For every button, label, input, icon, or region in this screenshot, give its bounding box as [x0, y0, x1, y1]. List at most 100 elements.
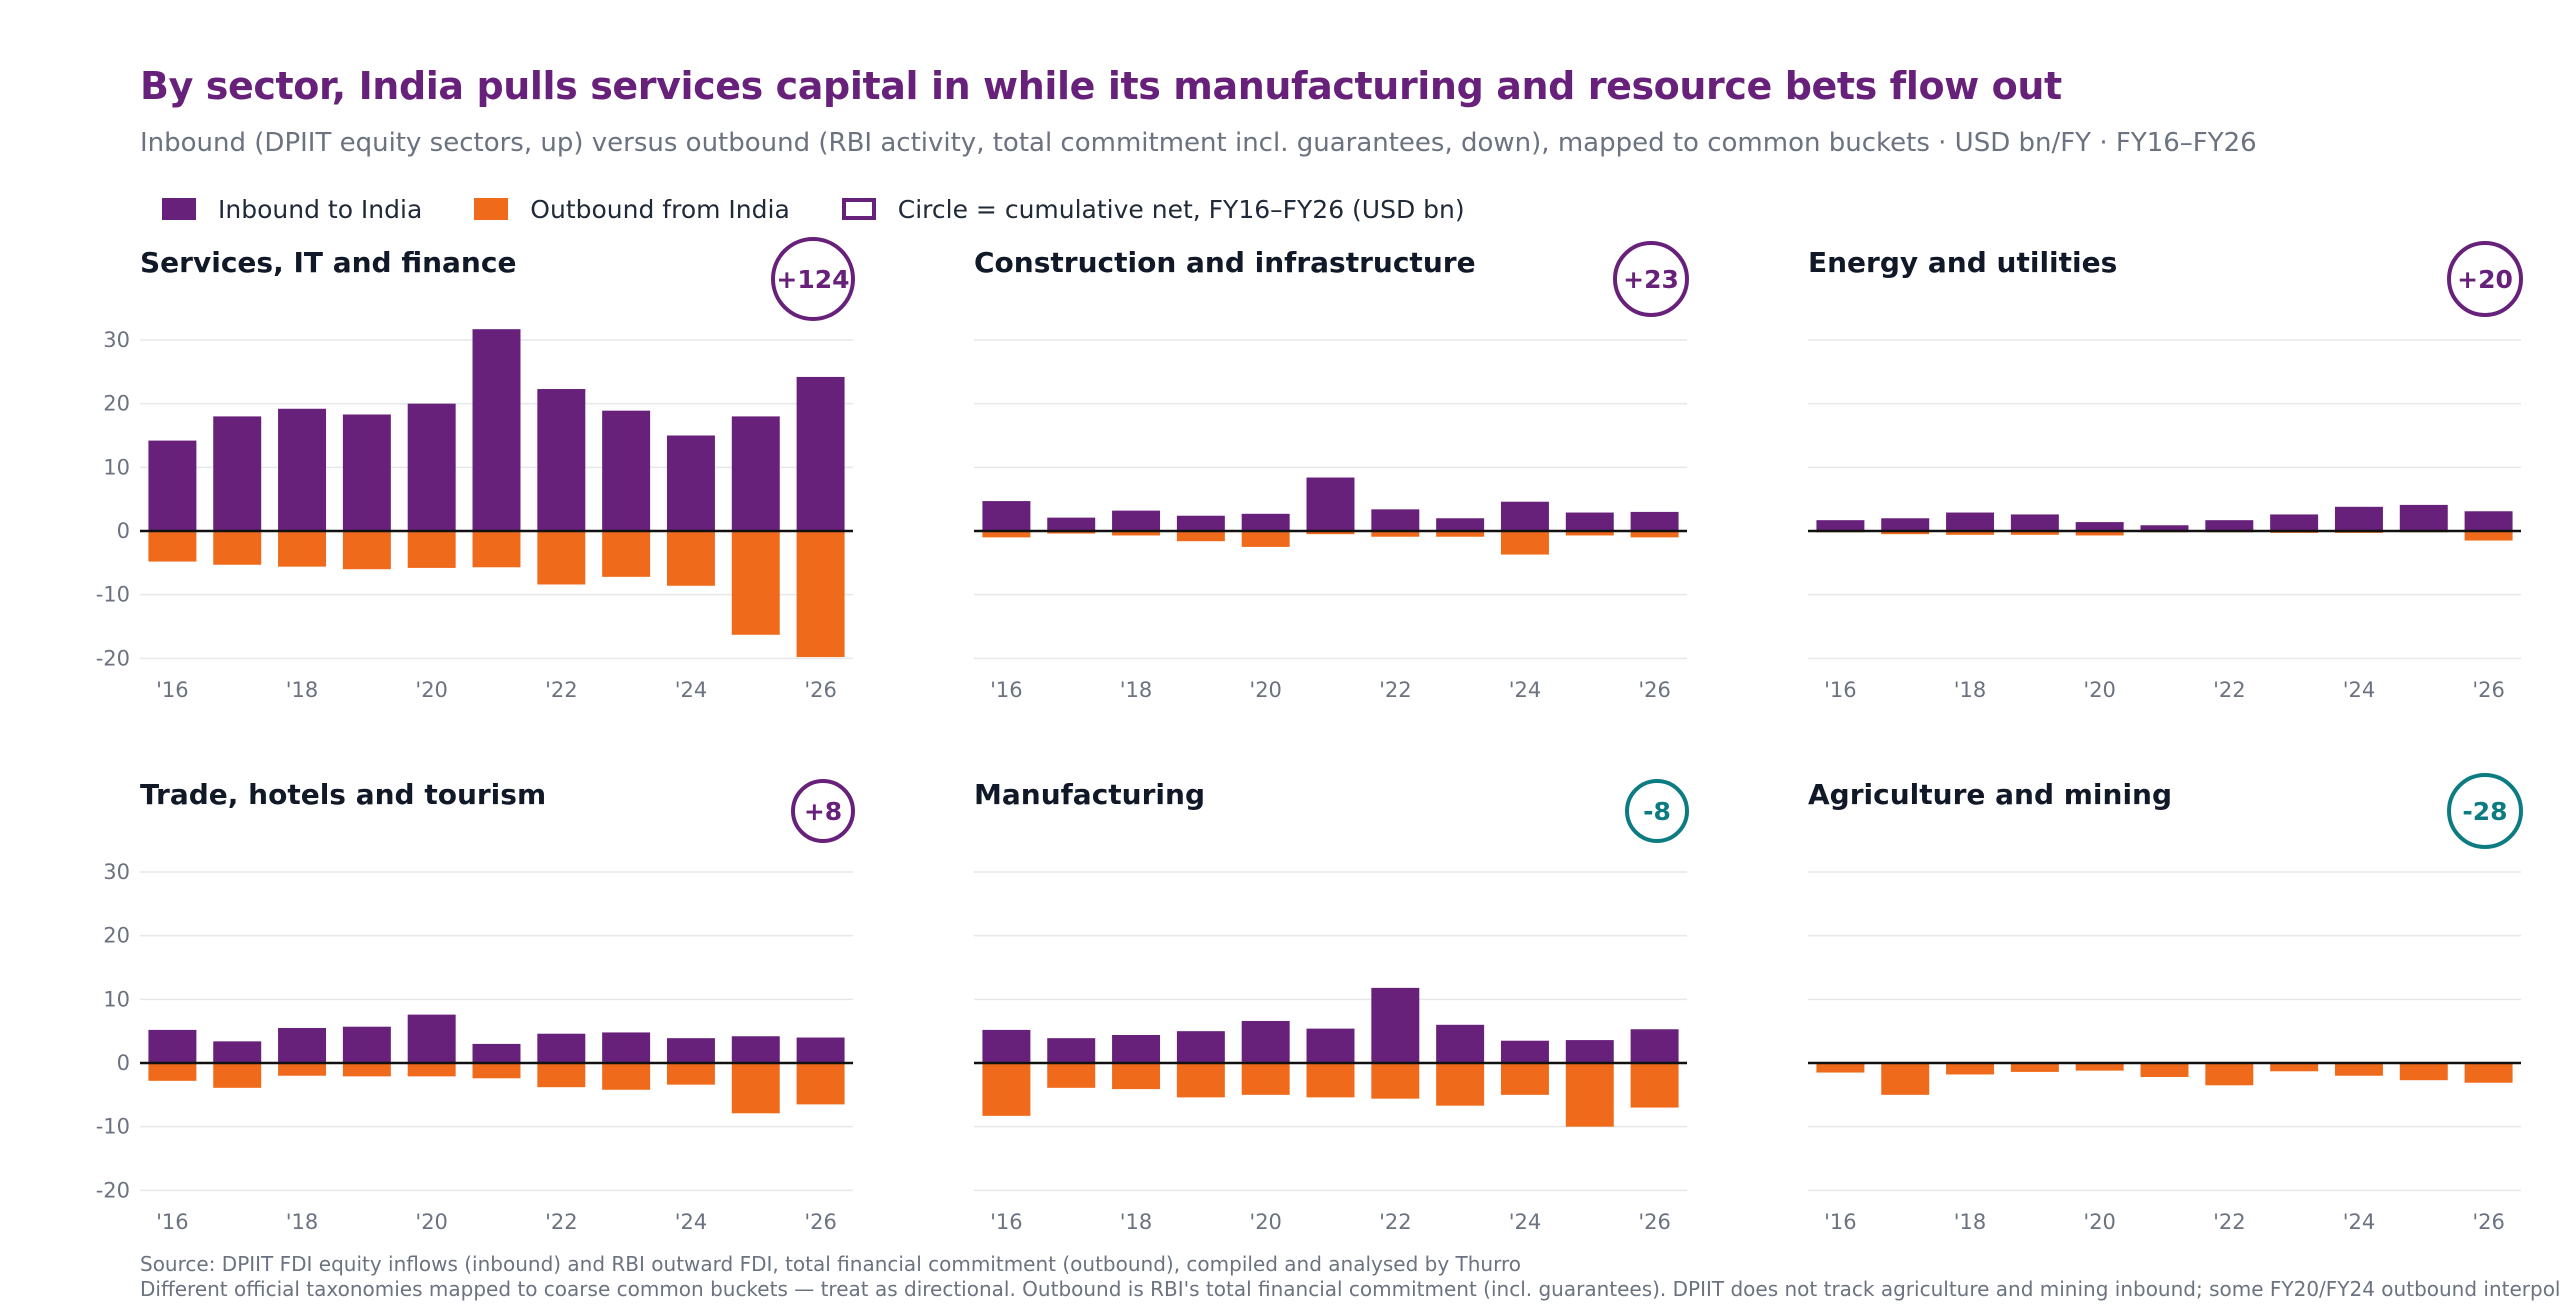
bar-inbound-fy19: [342, 414, 391, 531]
x-tick-label: '18: [1120, 1210, 1153, 1234]
small-multiples-charts: Services, IT and finance 30 20 10 0 -10 -20 '16…: [96, 237, 2523, 1234]
net-circle-trade-hotels-and-tourism: [791, 779, 855, 843]
bar-outbound-fy17: [1881, 531, 1930, 535]
bar-inbound-fy25: [731, 1036, 780, 1063]
bar-outbound-fy20: [2075, 531, 2124, 536]
bar-inbound-fy26: [1630, 1029, 1679, 1063]
bar-inbound-fy21: [1306, 1028, 1355, 1063]
bar-inbound-fy22: [537, 1033, 586, 1063]
bar-outbound-fy26: [1630, 1063, 1679, 1108]
source-note: Source: DPIIT FDI equity inflows (inboun…: [140, 1252, 1521, 1276]
y-tick-label: 30: [103, 860, 130, 884]
bar-outbound-fy24: [666, 1063, 715, 1085]
x-tick-label: '24: [675, 678, 708, 702]
net-circle-energy-and-utilities: [2447, 241, 2523, 317]
x-tick-label: '18: [1954, 1210, 1987, 1234]
bar-outbound-fy19: [342, 1063, 391, 1077]
bar-outbound-fy16: [1816, 1063, 1865, 1073]
bar-inbound-fy23: [602, 1032, 651, 1063]
bar-outbound-fy25: [731, 531, 780, 635]
net-label-agriculture-and-mining: -28: [2462, 797, 2507, 826]
x-tick-label: '26: [1638, 1210, 1671, 1234]
bar-outbound-fy25: [2399, 1063, 2448, 1081]
net-label-trade-hotels-and-tourism: +8: [804, 797, 842, 826]
bar-outbound-fy23: [1436, 531, 1485, 537]
bar-inbound-fy26: [2464, 511, 2513, 531]
x-tick-label: '22: [2213, 678, 2246, 702]
x-tick-label: '16: [1824, 678, 1857, 702]
x-tick-label: '26: [804, 678, 837, 702]
x-tick-label: '22: [545, 1210, 578, 1234]
bar-outbound-fy17: [213, 531, 262, 565]
bar-inbound-fy19: [1176, 515, 1225, 531]
y-tick-label: -20: [96, 646, 130, 670]
bar-outbound-fy24: [1500, 1063, 1549, 1095]
y-tick-label: -10: [96, 583, 130, 607]
bar-outbound-fy23: [602, 1063, 651, 1090]
bar-inbound-fy22: [1371, 987, 1420, 1063]
bar-outbound-fy19: [1176, 1063, 1225, 1098]
bar-inbound-fy16: [148, 1029, 197, 1063]
bar-outbound-fy18: [1112, 531, 1161, 536]
x-tick-label: '18: [286, 1210, 319, 1234]
net-label-energy-and-utilities: +20: [2457, 265, 2513, 294]
bar-inbound-fy21: [472, 1043, 521, 1063]
chart-title: By sector, India pulls services capital …: [140, 64, 2062, 108]
x-tick-label: '20: [1249, 1210, 1282, 1234]
bar-outbound-fy18: [278, 1063, 327, 1076]
bar-inbound-fy16: [1816, 520, 1865, 531]
bar-outbound-fy17: [1881, 1063, 1930, 1095]
bar-inbound-fy21: [2140, 525, 2189, 531]
bar-inbound-fy25: [1565, 1040, 1614, 1063]
net-circle-construction-and-infrastructure: [1613, 241, 1689, 317]
x-tick-label: '26: [2472, 1210, 2505, 1234]
x-tick-label: '26: [804, 1210, 837, 1234]
panel-title-energy-and-utilities: Energy and utilities: [1808, 246, 2117, 279]
bar-inbound-fy20: [407, 403, 456, 531]
bar-outbound-fy16: [982, 531, 1031, 538]
bar-inbound-fy19: [2010, 514, 2059, 531]
bar-outbound-fy20: [2075, 1063, 2124, 1071]
bar-outbound-fy19: [2010, 1063, 2059, 1072]
net-label-construction-and-infrastructure: +23: [1623, 265, 1679, 294]
y-tick-label: 20: [103, 924, 130, 948]
bar-inbound-fy19: [342, 1026, 391, 1063]
y-tick-label: -10: [96, 1115, 130, 1139]
bar-inbound-fy24: [666, 1038, 715, 1063]
bar-outbound-fy21: [1306, 531, 1355, 535]
y-tick-label: 10: [103, 455, 130, 479]
bar-outbound-fy26: [1630, 531, 1679, 538]
bar-inbound-fy18: [278, 1027, 327, 1063]
bar-outbound-fy22: [1371, 531, 1420, 537]
bar-outbound-fy26: [2464, 1063, 2513, 1083]
bar-inbound-fy16: [148, 440, 197, 531]
x-tick-label: '16: [156, 1210, 189, 1234]
bar-outbound-fy25: [1565, 531, 1614, 536]
y-tick-label: -20: [96, 1178, 130, 1202]
legend-label-outbound: Outbound from India: [530, 194, 790, 224]
bar-outbound-fy17: [1047, 1063, 1096, 1088]
bar-outbound-fy17: [213, 1063, 262, 1088]
bar-outbound-fy19: [2010, 531, 2059, 535]
bar-outbound-fy19: [342, 531, 391, 570]
bar-inbound-fy21: [1306, 477, 1355, 531]
bar-inbound-fy22: [1371, 509, 1420, 531]
bar-outbound-fy20: [407, 531, 456, 568]
bar-outbound-fy24: [666, 531, 715, 586]
bar-inbound-fy24: [1500, 501, 1549, 531]
y-tick-label: 20: [103, 392, 130, 416]
x-tick-label: '26: [1638, 678, 1671, 702]
bar-inbound-fy16: [982, 501, 1031, 531]
bar-inbound-fy23: [1436, 1024, 1485, 1063]
bar-inbound-fy26: [796, 376, 845, 531]
bar-outbound-fy18: [1946, 531, 1995, 535]
bar-outbound-fy16: [148, 531, 197, 562]
legend-swatch-outbound: [474, 198, 509, 220]
panel-title-services-it-and-finance: Services, IT and finance: [140, 246, 516, 279]
panel-title-construction-and-infrastructure: Construction and infrastructure: [974, 246, 1476, 279]
bar-inbound-fy23: [602, 410, 651, 531]
bar-inbound-fy18: [278, 408, 327, 531]
bar-inbound-fy16: [982, 1029, 1031, 1063]
net-circle-services-it-and-finance: [771, 237, 855, 321]
x-tick-label: '24: [2343, 678, 2376, 702]
